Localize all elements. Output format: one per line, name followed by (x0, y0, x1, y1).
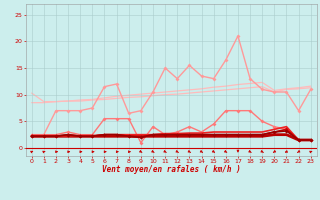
X-axis label: Vent moyen/en rafales ( km/h ): Vent moyen/en rafales ( km/h ) (102, 165, 241, 174)
